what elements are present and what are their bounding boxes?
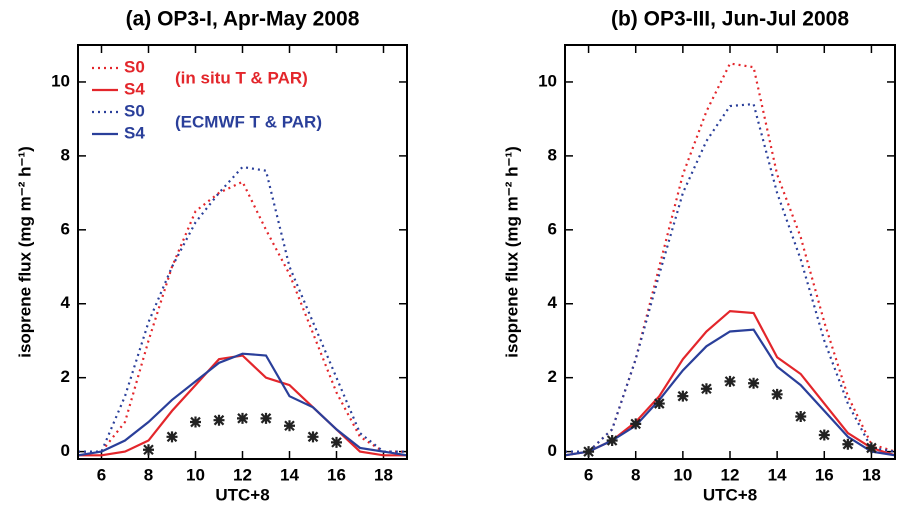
y-tick-label: 6 <box>548 219 557 238</box>
x-tick-label: 14 <box>280 465 299 484</box>
y-tick-label: 6 <box>61 219 70 238</box>
observation-marker <box>190 416 201 428</box>
y-tick-label: 2 <box>61 367 70 386</box>
series-line <box>78 354 407 457</box>
series-line <box>564 328 896 457</box>
y-tick-label: 8 <box>61 145 70 164</box>
observation-marker <box>748 377 760 389</box>
observation-marker <box>284 420 295 432</box>
observation-marker <box>771 388 783 400</box>
chart-title: (b) OP3-III, Jun-Jul 2008 <box>611 8 849 31</box>
observation-marker <box>260 412 272 424</box>
y-tick-label: 4 <box>61 293 71 312</box>
x-tick-label: 12 <box>721 465 740 484</box>
observation-marker <box>143 444 154 456</box>
annotation: (ECMWF T & PAR) <box>175 112 322 131</box>
y-tick-label: 0 <box>61 441 70 460</box>
observation-marker <box>865 442 877 454</box>
plot-frame <box>564 44 896 460</box>
series-line <box>565 62 896 453</box>
y-tick-label: 2 <box>548 367 557 386</box>
x-tick-label: 8 <box>144 465 153 484</box>
observation-marker <box>331 436 342 448</box>
series-line <box>77 352 408 457</box>
legend-label: S0 <box>124 101 145 120</box>
y-tick-label: 4 <box>548 293 558 312</box>
annotation: (in situ T & PAR) <box>175 68 308 87</box>
legend-label: S0 <box>124 57 145 76</box>
series-line <box>78 165 407 453</box>
x-tick-label: 6 <box>584 465 593 484</box>
plot-frame <box>77 44 408 460</box>
observation-marker <box>606 435 618 447</box>
observation-marker <box>842 438 854 450</box>
observation-marker <box>213 414 225 426</box>
observation-marker <box>653 398 665 410</box>
x-tick-label: 6 <box>97 465 106 484</box>
series-line <box>78 180 407 453</box>
x-tick-label: 16 <box>815 465 834 484</box>
legend-label: S4 <box>124 123 145 142</box>
x-axis-label: UTC+8 <box>215 485 269 504</box>
x-tick-label: 8 <box>631 465 640 484</box>
x-tick-label: 12 <box>233 465 252 484</box>
x-tick-label: 18 <box>862 465 881 484</box>
x-tick-label: 10 <box>186 465 205 484</box>
legend-label: S4 <box>124 79 145 98</box>
y-axis-label: isoprene flux (mg m⁻² h⁻¹) <box>502 146 521 358</box>
y-tick-label: 0 <box>548 441 557 460</box>
observation-marker <box>818 429 830 441</box>
observation-marker <box>724 375 736 387</box>
y-tick-label: 8 <box>548 145 557 164</box>
x-tick-label: 10 <box>673 465 692 484</box>
x-tick-label: 14 <box>768 465 787 484</box>
observation-marker <box>166 431 178 443</box>
y-tick-label: 10 <box>51 71 70 90</box>
observation-marker <box>677 390 689 402</box>
y-axis-label: isoprene flux (mg m⁻² h⁻¹) <box>15 146 34 358</box>
x-tick-label: 18 <box>374 465 393 484</box>
observation-marker <box>307 431 319 443</box>
chart-title: (a) OP3-I, Apr-May 2008 <box>126 8 360 31</box>
observation-marker <box>630 418 642 430</box>
observation-marker <box>700 383 712 395</box>
observation-marker <box>583 446 595 458</box>
x-tick-label: 16 <box>327 465 346 484</box>
series-line <box>565 102 896 453</box>
observation-marker <box>795 410 807 422</box>
x-axis-label: UTC+8 <box>703 485 757 504</box>
y-tick-label: 10 <box>538 71 557 90</box>
observation-marker <box>237 412 248 424</box>
